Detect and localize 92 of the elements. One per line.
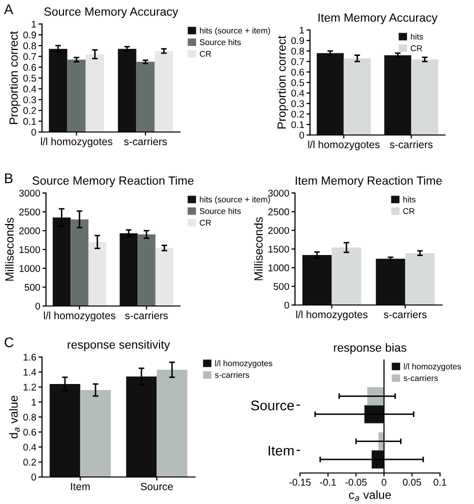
y-tick-label: 0.4 <box>291 90 304 97</box>
text: C <box>4 337 14 348</box>
text: A <box>4 4 14 14</box>
x-tick-label: s-carriers <box>384 310 427 318</box>
text: B <box>5 174 13 184</box>
y-tick-label: 0.3 <box>23 96 36 104</box>
y-tick-label: 0.8 <box>291 48 304 55</box>
chart-title: response bias <box>334 343 406 354</box>
legend-label: hits (source + item) <box>200 196 270 204</box>
legend-label: CR <box>200 50 212 57</box>
y-tick-label: 1 <box>32 398 36 406</box>
y-tick-label: 0.4 <box>23 444 36 451</box>
legend-label: Source hits <box>200 39 241 46</box>
x-tick-label: 0 <box>382 478 386 486</box>
y-tick-label: 1.2 <box>24 384 36 391</box>
y-tick-label: 0.4 <box>23 86 36 92</box>
y-tick-label: 0.1 <box>291 121 304 128</box>
y-tick-label: 0.2 <box>23 107 36 114</box>
y-tick-label: 0.3 <box>291 100 304 108</box>
y-tick-label: 0 <box>31 128 36 136</box>
y-tick-label: 0 <box>284 302 290 309</box>
y-axis-title: Milliseconds <box>5 218 14 281</box>
chart-title: Item Memory Reaction Time <box>296 176 442 188</box>
y-tick-label: 1000 <box>20 265 40 272</box>
legend-label: s-carriers <box>214 372 250 378</box>
y-tick-label: 0.7 <box>291 58 304 66</box>
y-tick-label: 3000 <box>19 190 40 197</box>
y-tick-label: 0 <box>35 302 40 310</box>
y-tick-label: 0.9 <box>23 32 36 38</box>
x-tick-label: Source <box>140 482 173 490</box>
y-tick-label: 0.2 <box>291 110 304 118</box>
chart-title: Source Memory Reaction Time <box>32 176 194 188</box>
y-tick-label: 0 <box>31 474 36 481</box>
x-tick-label: s-carriers <box>124 138 167 146</box>
y-tick-label: 2000 <box>19 227 40 234</box>
x-tick-label: l/l homozygotes <box>308 140 380 150</box>
y-tick-label: 1.4 <box>24 368 36 376</box>
legend-label: l/l homozygotes <box>404 363 462 372</box>
x-tick-label: s-carriers <box>125 312 168 320</box>
x-tick-label: s-carriers <box>390 140 433 148</box>
x-tick-label: 0.05 <box>402 478 422 486</box>
y-tick-label: 0.1 <box>23 118 36 125</box>
legend-label: CR <box>403 208 414 214</box>
legend-label: hits <box>410 33 424 40</box>
y-tick-label: Source <box>251 400 294 410</box>
y-tick-label: 1500 <box>268 246 290 253</box>
x-tick-label: l/l homozygotes <box>44 312 116 322</box>
y-tick-label: 500 <box>24 284 40 291</box>
legend-label: CR <box>200 220 211 226</box>
y-tick-label: 500 <box>274 283 290 290</box>
y-tick-label: 0.2 <box>23 458 36 466</box>
x-tick-label: -0.1 <box>320 478 336 486</box>
y-axis-title: Proportion correct <box>9 31 20 124</box>
y-tick-label: 0.6 <box>291 68 304 76</box>
y-tick-label: 1 <box>32 20 36 28</box>
x-axis-title: c$_{a}$ value <box>349 490 391 501</box>
y-tick-label: 2500 <box>19 208 40 216</box>
y-axis-title: Proportion correct <box>277 36 288 128</box>
chart-title: response sensitivity <box>68 340 170 352</box>
y-tick-label: 0.9 <box>291 37 304 44</box>
y-tick-label: 2500 <box>268 208 290 216</box>
legend-label: l/l homozygotes <box>215 360 272 368</box>
y-tick-label: 1 <box>300 26 304 34</box>
y-axis-title: d$_{a}$ value <box>9 396 20 438</box>
y-tick-label: 2000 <box>268 227 290 234</box>
legend-label: s-carriers <box>404 374 438 382</box>
y-tick-label: 1.6 <box>24 354 36 361</box>
x-tick-label: l/l homozygotes <box>41 138 112 148</box>
legend-label: CR <box>410 45 422 52</box>
y-tick-label: 0.8 <box>23 42 36 50</box>
chart-title: Source Memory Accuracy <box>44 7 178 18</box>
y-tick-label: 0.6 <box>23 64 36 71</box>
x-tick-label: Item <box>71 482 90 490</box>
y-tick-label: 0.5 <box>291 79 304 86</box>
legend-label: hits (source + item) <box>200 27 270 36</box>
y-tick-label: 0.6 <box>23 428 36 436</box>
legend-label: hits <box>403 196 416 202</box>
y-tick-label: 1500 <box>20 246 40 254</box>
y-tick-label: 1000 <box>268 264 290 272</box>
x-tick-label: 0.1 <box>434 478 446 486</box>
x-tick-label: -0.05 <box>345 478 367 486</box>
y-tick-label: 3000 <box>268 190 290 197</box>
y-tick-label: 0.7 <box>23 53 36 60</box>
y-tick-label: 0.8 <box>23 414 36 421</box>
chart-title: Item Memory Accuracy <box>318 14 438 24</box>
y-tick-label: 0.5 <box>23 74 36 82</box>
y-axis-title: Milliseconds <box>254 217 263 280</box>
x-tick-label: -0.15 <box>289 478 311 486</box>
x-tick-label: l/l homozygotes <box>296 310 368 320</box>
legend-label: Source hits <box>200 208 241 214</box>
y-tick-label: 0 <box>299 132 304 139</box>
y-tick-label: Item <box>268 446 294 456</box>
